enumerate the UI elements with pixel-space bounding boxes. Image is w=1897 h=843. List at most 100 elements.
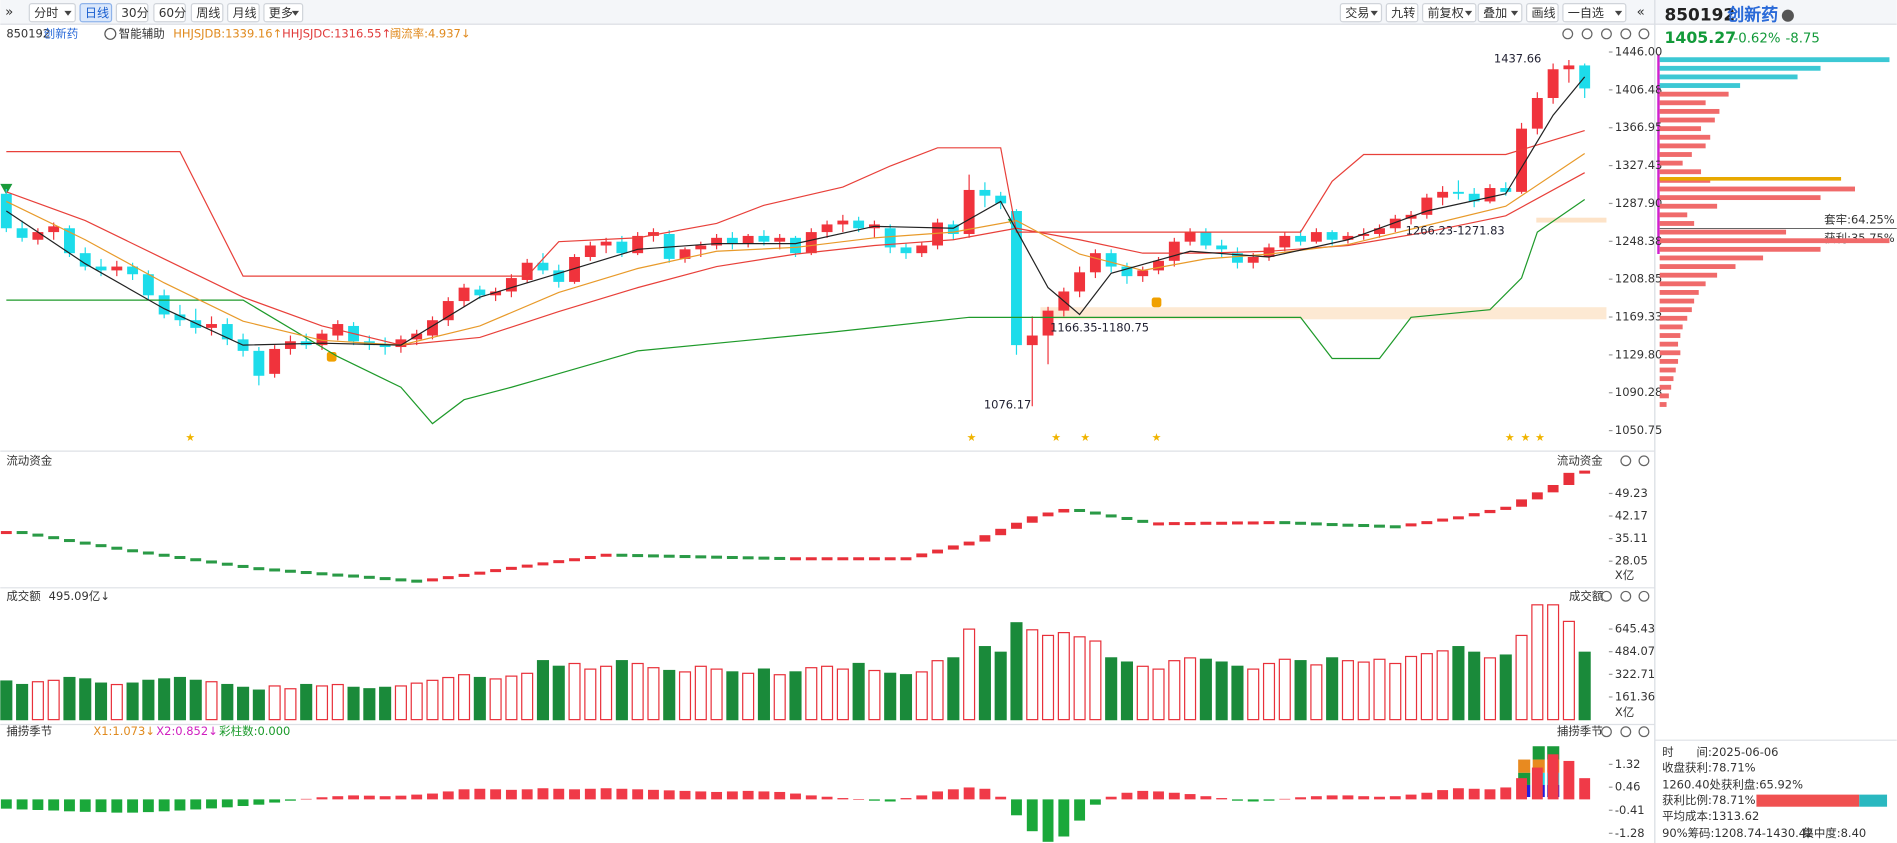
flow-bar (1089, 511, 1101, 515)
histogram-bar (474, 788, 486, 800)
period-button[interactable] (263, 3, 304, 23)
y-tick-label: 1366.95 (1615, 120, 1662, 134)
tool-button[interactable] (1385, 3, 1419, 23)
flow-bar (742, 556, 754, 560)
candle-body (1516, 128, 1527, 192)
tool-label[interactable]: 叠加 (1483, 6, 1507, 20)
collapse-icon[interactable]: » (5, 5, 13, 20)
period-button[interactable] (227, 3, 260, 23)
histogram-bar (947, 789, 959, 800)
chip-bar (1659, 221, 1695, 226)
flow-bar (774, 556, 786, 560)
histogram-bar (648, 789, 659, 800)
assist-label[interactable]: 智能辅助 (119, 26, 165, 40)
histogram-bar (348, 795, 360, 800)
assist-icon[interactable] (104, 27, 117, 40)
flow-bar (648, 554, 659, 558)
flow-bar (237, 564, 249, 568)
candle-body (379, 345, 391, 348)
histogram-bar (884, 799, 896, 802)
flow-bar (1011, 522, 1022, 529)
volume-bar (615, 660, 628, 721)
candle-body (1200, 232, 1212, 246)
period-label[interactable]: 60分 (159, 6, 186, 20)
flow-bar (1184, 522, 1196, 526)
candle-body (821, 224, 833, 233)
period-label[interactable]: 30分 (121, 6, 148, 20)
flow-bar (1247, 521, 1259, 525)
quote-change: -8.75 (1785, 32, 1819, 47)
tool-label[interactable]: 前复权 (1427, 5, 1463, 20)
flow-bar (1547, 484, 1559, 493)
chip-bar (1659, 65, 1821, 71)
y-tick-label: 1208.85 (1615, 272, 1662, 286)
candle-body (600, 241, 612, 246)
histogram-bar (1184, 794, 1196, 800)
tool-label[interactable]: 画线 (1531, 6, 1555, 20)
period-label[interactable]: 周线 (196, 6, 220, 20)
tool-button[interactable] (1562, 3, 1627, 23)
candle-body (1026, 335, 1038, 346)
volume-bar (1184, 657, 1197, 721)
period-label[interactable]: 分时 (34, 6, 58, 20)
tool-button[interactable] (1339, 3, 1383, 23)
info-icon[interactable] (1781, 9, 1794, 22)
chip-bar (1659, 307, 1692, 313)
y-tick-label: 484.07 (1615, 644, 1655, 658)
period-label[interactable]: 日线 (85, 6, 109, 20)
histogram-bar (1011, 799, 1022, 816)
tool-label[interactable]: 九转 (1391, 5, 1415, 20)
chip-time: 时 间:2025-06-06 (1662, 745, 1778, 759)
tool-button[interactable] (1477, 3, 1523, 23)
svg-text:★: ★ (1080, 431, 1090, 444)
tool-label[interactable]: 一自选 (1568, 6, 1604, 20)
quote-code: 850192 (1665, 5, 1736, 25)
volume-bar (1168, 660, 1181, 721)
histogram-bar (490, 789, 502, 800)
histogram-bar (411, 794, 423, 800)
period-button[interactable] (190, 3, 224, 23)
flow-bar (947, 545, 959, 550)
period-label[interactable]: 月线 (232, 6, 256, 20)
candle-body (1452, 191, 1464, 194)
svg-text:★: ★ (1051, 431, 1061, 444)
flow-bar (174, 555, 186, 560)
flow-bar (1058, 508, 1070, 513)
period-button[interactable] (115, 3, 149, 23)
volume-bar (16, 683, 29, 721)
volume-bar (173, 676, 186, 721)
volume-bar (1089, 640, 1102, 721)
volume-bar (600, 665, 613, 721)
candle-body (884, 228, 896, 248)
tool-button[interactable] (1422, 3, 1477, 23)
candle-body (505, 278, 517, 292)
chip-bar (1659, 100, 1706, 106)
candle-body (1500, 188, 1512, 192)
volume-bar (489, 678, 502, 721)
flow-bar (1279, 521, 1291, 525)
volume-bar (1436, 650, 1449, 721)
period-button[interactable] (28, 3, 76, 23)
tool-label[interactable]: 交易 (1345, 5, 1369, 20)
legend-item: 阈流率:4.937↓ (390, 26, 471, 40)
volume-bar (1578, 651, 1591, 721)
flow-bar (616, 553, 628, 557)
panel-icons[interactable] (1562, 28, 1650, 738)
y-tick-label: -1.28 (1615, 826, 1645, 840)
period-label[interactable]: 更多 (269, 6, 293, 20)
flow-bar (632, 554, 644, 558)
volume-bar (884, 672, 897, 721)
y-tick-label: 645.43 (1615, 622, 1655, 636)
candle-body (221, 324, 233, 340)
histogram-bar (253, 799, 265, 805)
volume-bar (1405, 655, 1418, 721)
tool-button[interactable] (1526, 3, 1559, 23)
flow-bar (1105, 514, 1117, 518)
candle-body (1216, 245, 1228, 250)
period-button[interactable] (79, 3, 113, 23)
histogram-bar (1547, 754, 1559, 800)
period-button[interactable] (153, 3, 186, 23)
histogram-bar (711, 791, 723, 800)
expand-icon[interactable]: « (1637, 5, 1645, 20)
